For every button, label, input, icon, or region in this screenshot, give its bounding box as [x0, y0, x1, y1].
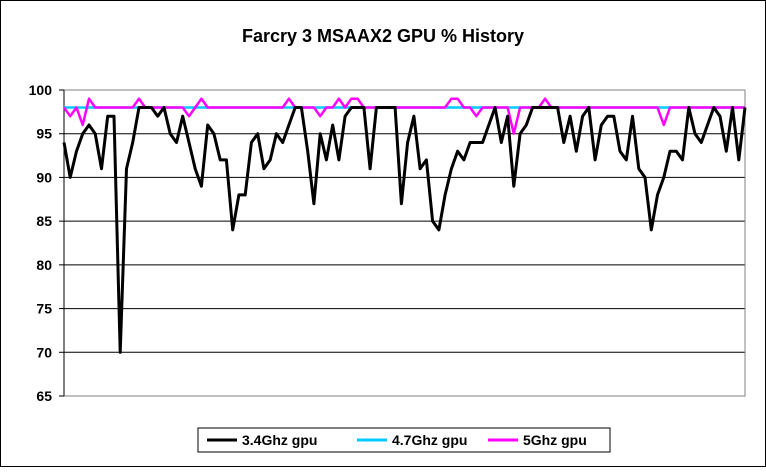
legend-label: 4.7Ghz gpu: [392, 432, 467, 448]
y-tick-label: 90: [36, 169, 52, 185]
y-tick-label: 70: [36, 344, 52, 360]
y-tick-label: 100: [29, 82, 53, 98]
y-tick-label: 65: [36, 388, 52, 404]
series-line-3-4ghz-gpu: [62, 106, 747, 354]
legend-label: 3.4Ghz gpu: [242, 432, 317, 448]
y-tick-label: 95: [36, 126, 52, 142]
series-lines: [62, 97, 747, 354]
y-axis: 65 70 75 80 85 90 95 100: [29, 82, 65, 404]
series-line-5ghz-gpu: [62, 97, 745, 135]
y-tick-label: 85: [36, 213, 52, 229]
legend-label: 5Ghz gpu: [523, 432, 587, 448]
legend: 3.4Ghz gpu 4.7Ghz gpu 5Ghz gpu: [197, 427, 611, 453]
chart-title: Farcry 3 MSAAX2 GPU % History: [242, 26, 524, 46]
y-tick-label: 80: [36, 257, 52, 273]
legend-box: [197, 427, 611, 453]
y-tick-label: 75: [36, 301, 52, 317]
